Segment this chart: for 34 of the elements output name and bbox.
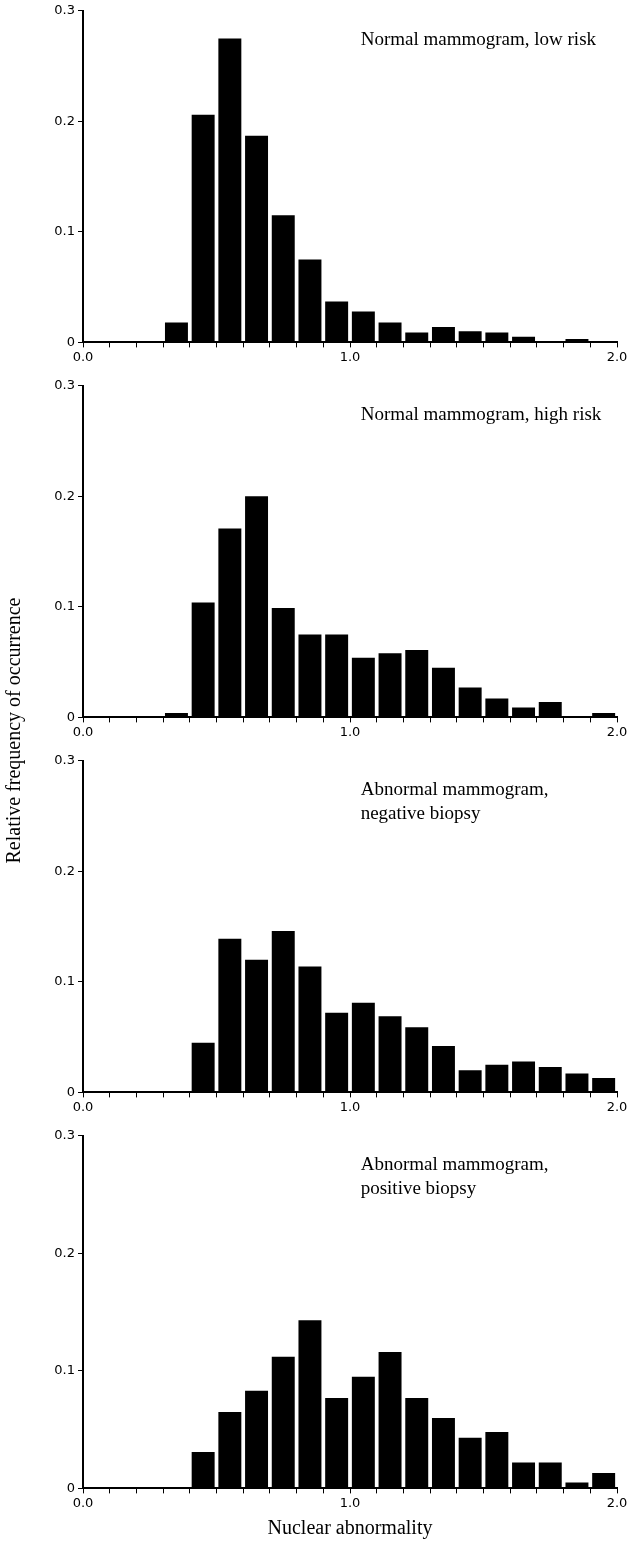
x-tick-label: 1.0: [339, 348, 361, 364]
x-tick-label: 2.0: [606, 1098, 628, 1114]
y-tick-label: 0: [66, 1083, 75, 1099]
y-tick-label: 0: [66, 333, 75, 349]
y-tick-label: 0.3: [54, 2, 75, 18]
y-tick-label: 0.3: [54, 1127, 75, 1143]
annotation: Normal mammogram, high risk: [360, 403, 602, 425]
annotation: Normal mammogram, low risk: [360, 28, 597, 50]
y-tick-label: 0.2: [54, 112, 75, 128]
x-tick-label: 2.0: [606, 723, 628, 739]
annotation: Abnormal mammogram, negative biopsy: [360, 778, 549, 824]
x-axis-title: Nuclear abnormality: [267, 1516, 433, 1540]
y-tick-label: 0.2: [54, 862, 75, 878]
y-axis-title: Relative frequency of occurrence: [2, 597, 26, 863]
y-tick-label: 0.1: [54, 223, 75, 239]
x-tick-label: 0.0: [72, 1494, 94, 1510]
x-tick-label: 0.0: [72, 348, 94, 364]
x-tick-label: 1.0: [339, 1098, 361, 1114]
x-tick-label: 1.0: [339, 1494, 361, 1510]
annotation: Abnormal mammogram, positive biopsy: [360, 1153, 549, 1199]
x-tick-label: 0.0: [72, 723, 94, 739]
y-tick-label: 0: [66, 1479, 75, 1495]
x-tick-label: 1.0: [339, 723, 361, 739]
x-tick-label: 2.0: [606, 348, 628, 364]
y-tick-label: 0.2: [54, 487, 75, 503]
y-tick-label: 0.1: [54, 598, 75, 614]
y-tick-label: 0: [66, 708, 75, 724]
y-tick-label: 0.3: [54, 377, 75, 393]
y-tick-label: 0.2: [54, 1244, 75, 1260]
y-tick-label: 0.1: [54, 1362, 75, 1378]
x-tick-label: 2.0: [606, 1494, 628, 1510]
x-tick-label: 0.0: [72, 1098, 94, 1114]
y-tick-label: 0.3: [54, 752, 75, 768]
y-tick-label: 0.1: [54, 973, 75, 989]
